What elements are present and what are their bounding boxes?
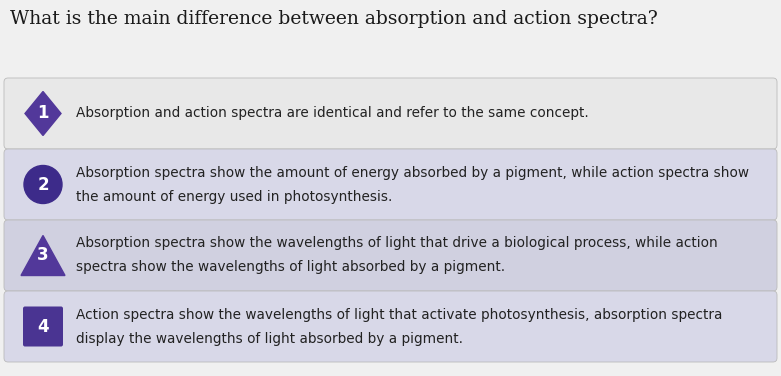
Polygon shape xyxy=(21,235,65,276)
Text: Absorption spectra show the wavelengths of light that drive a biological process: Absorption spectra show the wavelengths … xyxy=(76,237,718,250)
FancyBboxPatch shape xyxy=(4,149,777,220)
FancyBboxPatch shape xyxy=(4,78,777,149)
Text: Absorption and action spectra are identical and refer to the same concept.: Absorption and action spectra are identi… xyxy=(76,106,589,120)
FancyBboxPatch shape xyxy=(4,220,777,291)
FancyBboxPatch shape xyxy=(4,291,777,362)
Text: display the wavelengths of light absorbed by a pigment.: display the wavelengths of light absorbe… xyxy=(76,332,463,346)
FancyBboxPatch shape xyxy=(23,306,63,347)
Text: Action spectra show the wavelengths of light that activate photosynthesis, absor: Action spectra show the wavelengths of l… xyxy=(76,308,722,321)
Circle shape xyxy=(24,165,62,203)
Text: Absorption spectra show the amount of energy absorbed by a pigment, while action: Absorption spectra show the amount of en… xyxy=(76,165,749,179)
Text: 4: 4 xyxy=(37,317,48,335)
Text: 3: 3 xyxy=(37,247,48,264)
Text: 1: 1 xyxy=(37,105,48,123)
Text: What is the main difference between absorption and action spectra?: What is the main difference between abso… xyxy=(10,10,658,28)
Text: the amount of energy used in photosynthesis.: the amount of energy used in photosynthe… xyxy=(76,190,392,203)
Text: 2: 2 xyxy=(37,176,48,194)
Polygon shape xyxy=(25,91,61,135)
Text: spectra show the wavelengths of light absorbed by a pigment.: spectra show the wavelengths of light ab… xyxy=(76,261,505,274)
